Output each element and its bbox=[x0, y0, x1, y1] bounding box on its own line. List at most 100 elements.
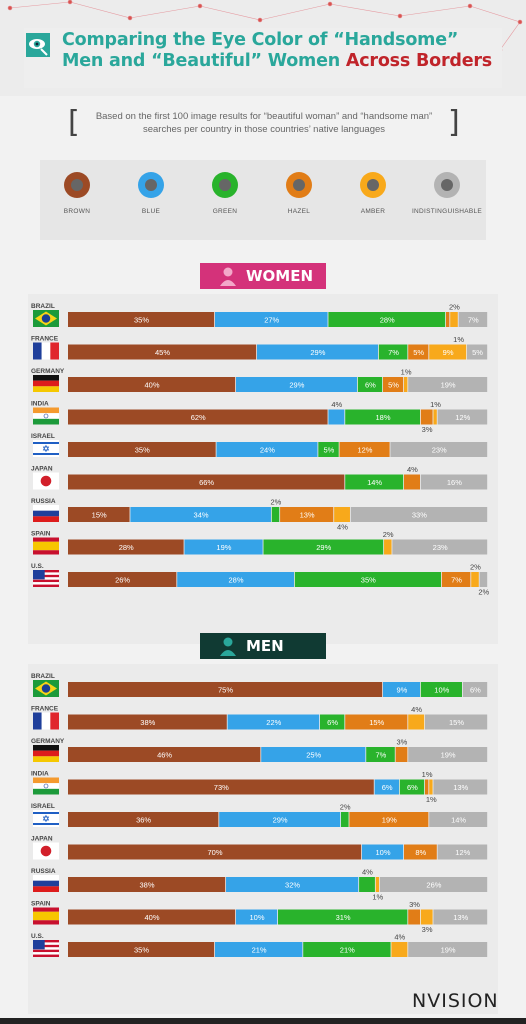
data-label: 19% bbox=[441, 380, 456, 389]
flag-icon bbox=[33, 680, 59, 697]
bar-segment-green bbox=[320, 714, 345, 730]
data-label: 1% bbox=[401, 368, 412, 377]
data-label: 2% bbox=[270, 498, 281, 507]
country-label: SPAIN bbox=[31, 901, 51, 908]
bar-segment-amber bbox=[375, 877, 380, 892]
flag-icon bbox=[33, 375, 59, 392]
bar-segment-green bbox=[271, 507, 280, 522]
data-label: 66% bbox=[199, 478, 214, 487]
bar-segment-brown bbox=[68, 442, 216, 457]
bar-segment-hazel bbox=[404, 474, 420, 490]
bar-segment-green bbox=[263, 539, 384, 555]
data-label: 4% bbox=[411, 705, 422, 714]
legend-label: GREEN bbox=[212, 208, 238, 215]
legend-label: HAZEL bbox=[287, 208, 311, 215]
blue-eye-icon bbox=[138, 172, 164, 198]
data-label: 9% bbox=[396, 685, 407, 694]
bar-segment-indistinguishable bbox=[408, 942, 488, 957]
data-label: 38% bbox=[140, 880, 155, 889]
bar-segment-blue bbox=[236, 909, 278, 925]
right-bracket: ] bbox=[448, 105, 460, 140]
bar-segment-hazel bbox=[395, 747, 408, 762]
legend-item-amber: AMBER bbox=[336, 172, 410, 215]
header: Comparing the Eye Color of “Handsome” Me… bbox=[0, 0, 526, 96]
bar-segment-hazel bbox=[420, 409, 433, 425]
data-label: 29% bbox=[289, 380, 304, 389]
data-label: 29% bbox=[316, 543, 331, 552]
data-label: 28% bbox=[228, 575, 243, 584]
bar-segment-green bbox=[420, 682, 462, 697]
country-label: GERMANY bbox=[31, 738, 65, 745]
data-label: 1% bbox=[453, 335, 464, 344]
data-label: 28% bbox=[380, 315, 395, 324]
data-label: 9% bbox=[443, 348, 454, 357]
flag-icon bbox=[33, 940, 59, 957]
data-label: 26% bbox=[115, 575, 130, 584]
bar-segment-indistinguishable bbox=[350, 507, 488, 522]
bar-segment-indistinguishable bbox=[379, 877, 488, 892]
bar-segment-hazel bbox=[345, 714, 408, 730]
bar-segment-hazel bbox=[446, 312, 450, 327]
country-label: ISRAEL bbox=[31, 433, 55, 440]
data-label: 16% bbox=[447, 478, 462, 487]
bar-segment-brown bbox=[68, 877, 226, 892]
amber-eye-icon bbox=[360, 172, 386, 198]
subtitle: Based on the first 100 image results for… bbox=[95, 111, 433, 135]
data-label: 31% bbox=[336, 913, 351, 922]
bar-segment-amber bbox=[429, 344, 467, 360]
data-label: 46% bbox=[157, 750, 172, 759]
data-label: 6% bbox=[327, 718, 338, 727]
data-label: 19% bbox=[216, 543, 231, 552]
men-chart: BRAZIL 75% 9% 10% 6% FRANCE 38% 22% 6% 15% 4% 15% GE… bbox=[28, 664, 498, 1014]
bar-segment-blue bbox=[216, 442, 318, 457]
data-label: 7% bbox=[451, 575, 462, 584]
data-label: 4% bbox=[331, 400, 342, 409]
data-label: 1% bbox=[372, 893, 383, 902]
legend-label: BROWN bbox=[63, 208, 91, 215]
bar-segment-indistinguishable bbox=[390, 442, 488, 457]
data-label: 3% bbox=[396, 738, 407, 747]
bar-segment-hazel bbox=[408, 909, 420, 925]
data-label: 5% bbox=[388, 380, 399, 389]
bar-segment-brown bbox=[68, 572, 177, 587]
legend-label: AMBER bbox=[360, 208, 386, 215]
data-label: 8% bbox=[415, 848, 426, 857]
bar-segment-amber bbox=[334, 507, 350, 522]
bar-segment-brown bbox=[68, 312, 215, 327]
bar-segment-hazel bbox=[408, 344, 429, 360]
data-label: 14% bbox=[367, 478, 382, 487]
bar-segment-indistinguishable bbox=[479, 572, 488, 587]
data-label: 7% bbox=[468, 315, 479, 324]
data-label: 2% bbox=[340, 803, 351, 812]
bar-segment-green bbox=[303, 942, 391, 957]
bar-segment-indistinguishable bbox=[392, 539, 488, 555]
footer-bar bbox=[0, 1018, 526, 1024]
bar-segment-brown bbox=[68, 779, 374, 795]
flag-icon bbox=[33, 472, 59, 490]
data-label: 3% bbox=[422, 925, 433, 934]
data-label: 22% bbox=[266, 718, 281, 727]
data-label: 1% bbox=[426, 795, 437, 804]
data-label: 23% bbox=[432, 445, 447, 454]
data-label: 4% bbox=[394, 933, 405, 942]
grey-eye-icon bbox=[434, 172, 460, 198]
bar-segment-hazel bbox=[425, 779, 429, 795]
men-chart-svg: BRAZIL 75% 9% 10% 6% FRANCE 38% 22% 6% 15% 4% 15% GE… bbox=[31, 673, 488, 957]
bar-segment-green bbox=[359, 877, 375, 892]
data-label: 35% bbox=[134, 945, 149, 954]
country-label: INDIA bbox=[31, 401, 49, 408]
bar-segment-amber bbox=[433, 409, 437, 425]
bar-segment-blue bbox=[215, 312, 328, 327]
data-label: 19% bbox=[441, 945, 456, 954]
flag-icon bbox=[33, 537, 59, 555]
data-label: 45% bbox=[155, 348, 170, 357]
hazel-eye-icon bbox=[286, 172, 312, 198]
flag-icon bbox=[33, 745, 59, 762]
country-label: FRANCE bbox=[31, 706, 59, 713]
legend-item-green: GREEN bbox=[188, 172, 262, 215]
bar-segment-green bbox=[366, 747, 395, 762]
flag-icon bbox=[33, 907, 59, 925]
country-label: U.S. bbox=[31, 933, 44, 940]
bar-segment-green bbox=[345, 474, 404, 490]
data-label: 21% bbox=[252, 945, 267, 954]
